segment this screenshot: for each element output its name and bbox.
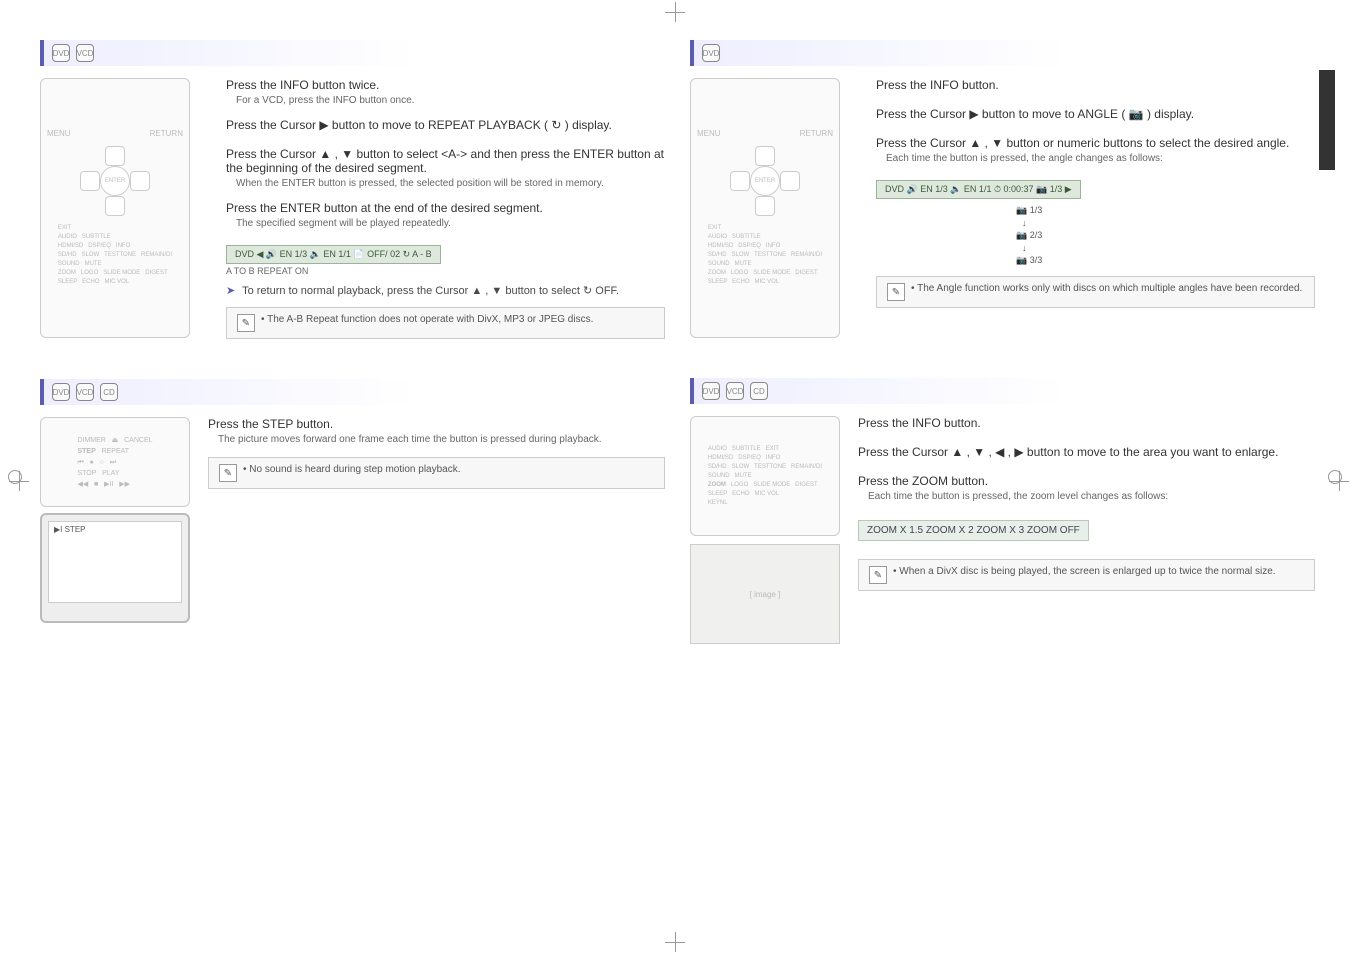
note-angle: ✎ • The Angle function works only with d… <box>876 276 1315 308</box>
note-zoom-text: • When a DivX disc is being played, the … <box>893 566 1276 577</box>
crop-mark-bottom <box>665 932 685 952</box>
note-angle-text: • The Angle function works only with dis… <box>911 283 1302 294</box>
section-zoom-header <box>690 378 1315 404</box>
crop-mark-left <box>8 470 22 484</box>
remote-illustration-4: AUDIO SUBTITLE EXITHDMI/SD DSP/EQ INFOSD… <box>690 416 840 536</box>
crop-mark-top <box>665 2 685 22</box>
tv-illustration: ▶I STEP <box>40 513 190 623</box>
section-step-header <box>40 379 665 405</box>
step-4: Press the ENTER button at the end of the… <box>226 201 665 229</box>
note-zoom: ✎ • When a DivX disc is being played, th… <box>858 559 1315 591</box>
return-normal-text: To return to normal playback, press the … <box>242 285 619 297</box>
disc-icon-dvd-4 <box>702 382 720 400</box>
step-4-head: Press the ENTER button at the end of the… <box>226 201 665 215</box>
note-icon-4: ✎ <box>869 566 887 584</box>
disc-icon-vcd-2 <box>76 383 94 401</box>
disc-icon-vcd-4 <box>726 382 744 400</box>
step-1: Press the INFO button twice. For a VCD, … <box>226 78 665 106</box>
note-ab-repeat: ✎ • The A-B Repeat function does not ope… <box>226 307 665 339</box>
zoom-s3s: Each time the button is pressed, the zoo… <box>868 491 1315 502</box>
bullet-arrow-icon: ➤ <box>226 285 235 297</box>
disc-icon-dvd <box>52 44 70 62</box>
step-1-sub: For a VCD, press the INFO button once. <box>236 95 665 106</box>
angle-s3: Press the Cursor ▲ , ▼ button or numeric… <box>876 136 1315 150</box>
disc-icon-cd-4 <box>750 382 768 400</box>
angle-3: 📷 3/3 <box>1016 255 1315 266</box>
return-normal-bullet: ➤ To return to normal playback, press th… <box>226 284 665 297</box>
enter-button-icon-2: ENTER <box>750 166 780 196</box>
remote-illustration-1: MENURETURN ENTER EXITAUDIO SUBTITLEHDMI/… <box>40 78 190 338</box>
step-2: Press the Cursor ▶ button to move to REP… <box>226 118 665 135</box>
note-step-text: • No sound is heard during step motion p… <box>243 464 461 475</box>
disc-icon-cd-2 <box>100 383 118 401</box>
note-icon-2: ✎ <box>219 464 237 482</box>
section-ab-repeat-header <box>40 40 665 66</box>
zoom-levels: ZOOM X 1.5 ZOOM X 2 ZOOM X 3 ZOOM OFF <box>858 520 1089 541</box>
crop-mark-right <box>1328 470 1342 484</box>
zoom-s3: Press the ZOOM button. <box>858 474 1315 488</box>
remote-illustration-2: DIMMER ⏏ CANCELSTEP REPEAT⏮ ● ○ ⏭STOP PL… <box>40 417 190 507</box>
right-page: MENURETURN ENTER EXITAUDIO SUBTITLEHDMI/… <box>690 40 1315 900</box>
note-ab-text: • The A-B Repeat function does not opera… <box>261 314 593 325</box>
osd-bar-ab: DVD ◀ 🔊 EN 1/3 🔈 EN 1/1 📄 OFF/ 02 ↻ A - … <box>226 245 441 264</box>
note-icon: ✎ <box>237 314 255 332</box>
left-page: MENURETURN ENTER EXITAUDIO SUBTITLEHDMI/… <box>40 40 665 900</box>
angle-s1: Press the INFO button. <box>876 78 1315 92</box>
zoom-s2: Press the Cursor ▲ , ▼ , ◀ , ▶ button to… <box>858 445 1315 459</box>
step-1-head: Press the INFO button twice. <box>226 78 665 92</box>
remote-illustration-3: MENURETURN ENTER EXITAUDIO SUBTITLEHDMI/… <box>690 78 840 338</box>
angle-s2: Press the Cursor ▶ button to move to ANG… <box>876 107 1315 121</box>
angle-2: 📷 2/3 <box>1016 230 1315 241</box>
osd-label-ab: A TO B REPEAT ON <box>226 266 665 276</box>
angle-stack: 📷 1/3 ↓ 📷 2/3 ↓ 📷 3/3 <box>1016 205 1315 266</box>
disc-icon-dvd-3 <box>702 44 720 62</box>
step-3-sub: When the ENTER button is pressed, the se… <box>236 178 665 189</box>
angle-s3s: Each time the button is pressed, the ang… <box>886 153 1315 164</box>
step-step-head: Press the STEP button. <box>208 417 665 431</box>
step-3-head: Press the Cursor ▲ , ▼ button to select … <box>226 147 665 175</box>
step-step: Press the STEP button. The picture moves… <box>208 417 665 445</box>
disc-icon-vcd <box>76 44 94 62</box>
zoom-thumbnail: [ image ] <box>690 544 840 644</box>
step-3: Press the Cursor ▲ , ▼ button to select … <box>226 147 665 189</box>
angle-1: 📷 1/3 <box>1016 205 1315 216</box>
enter-button-icon: ENTER <box>100 166 130 196</box>
note-icon-3: ✎ <box>887 283 905 301</box>
page-edge-tab <box>1319 70 1335 170</box>
zoom-s1: Press the INFO button. <box>858 416 1315 430</box>
step-4-sub: The specified segment will be played rep… <box>236 218 665 229</box>
disc-icon-dvd-2 <box>52 383 70 401</box>
section-angle-header <box>690 40 1315 66</box>
step-step-sub: The picture moves forward one frame each… <box>218 434 665 445</box>
note-step: ✎ • No sound is heard during step motion… <box>208 457 665 489</box>
step-2-head: Press the Cursor ▶ button to move to REP… <box>226 118 665 132</box>
osd-bar-angle: DVD 🔊 EN 1/3 🔈 EN 1/1 ⏱ 0:00:37 📷 1/3 ▶ <box>876 180 1081 199</box>
tv-step-label: ▶I STEP <box>54 525 86 534</box>
